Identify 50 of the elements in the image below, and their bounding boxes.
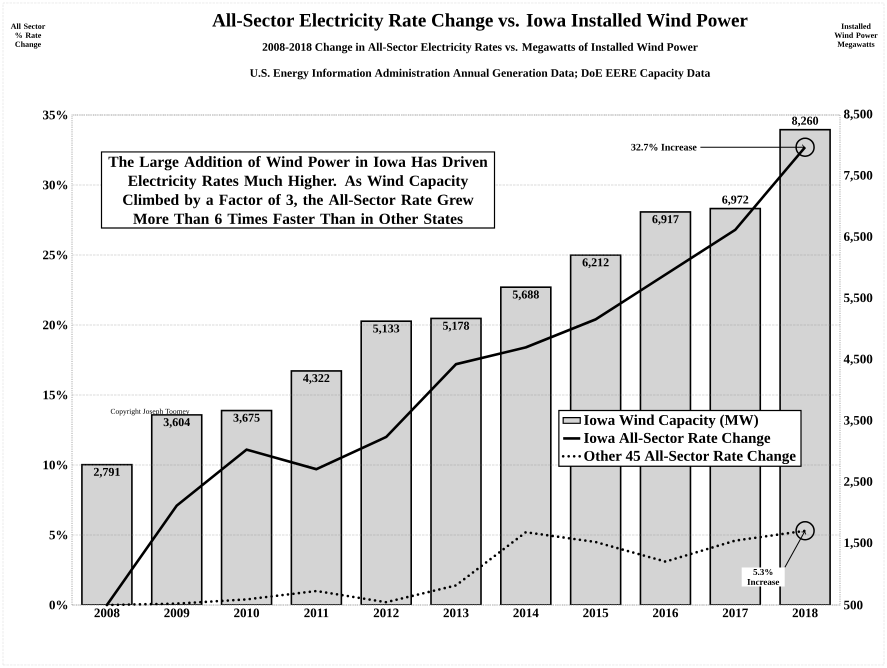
annotation: 5.3% Increase [747, 568, 780, 586]
text: U.S. Energy Information Administration Annual Generation Data; DoE EERE Capacity Data [250, 68, 710, 80]
x-tick-label: 2011 [304, 608, 328, 618]
y2-tick-label: 3,500 [844, 416, 872, 427]
y-tick-label: 20% [43, 320, 68, 330]
y-tick-label: 5% [49, 530, 68, 540]
data-label: 5,178 [442, 322, 470, 332]
data-label: 8,260 [792, 116, 818, 126]
y2-tick-label: 7,500 [844, 170, 872, 182]
x-tick-label: 2016 [653, 608, 678, 618]
legend-label: Other 45 All-Sector Rate Change [584, 450, 796, 464]
x-tick-label: 2008 [94, 608, 120, 618]
x-tick-label: 2014 [513, 608, 539, 618]
chart-subtitle: 2008-2018 Change in All-Sector Electricity Rates vs. Megawatts of Installed Wind Power [262, 42, 698, 54]
y-tick-label: 0% [49, 600, 68, 610]
y-tick-label: 30% [42, 180, 68, 190]
y2-tick-label: 4,500 [844, 354, 872, 366]
x-tick-label: 2013 [444, 608, 469, 618]
y2-tick-label: 500 [844, 600, 863, 610]
x-tick-label: 2010 [234, 608, 260, 618]
data-label: 6,212 [582, 258, 609, 268]
x-tick-label: 2015 [583, 608, 608, 618]
data-label: 3,604 [164, 418, 190, 428]
data-label: 3,675 [234, 414, 260, 424]
chart-title: All-Sector Electricity Rate Change vs. Iowa Installed Wind Power [212, 13, 748, 31]
legend-label: Iowa Wind Capacity (MW) [584, 414, 758, 428]
annotation: The Large Addition of Wind Power in Iowa Has Driven Electricity Rates Much Higher. As Wind Capacity Climbed by a Factor of 3, the All-Sector Rate Grew More Than 6 Times Faster Than in Other States [108, 156, 488, 224]
data-label: 5,688 [512, 290, 539, 300]
y2-tick-label: 2,500 [844, 477, 872, 488]
data-label: 6,917 [652, 215, 679, 225]
y-tick-label: 15% [44, 390, 68, 400]
y2-tick-label: 5,500 [844, 293, 872, 304]
y-tick-label: 25% [43, 250, 68, 260]
legend-label: Iowa All-Sector Rate Change [584, 432, 770, 446]
x-tick-label: 2012 [374, 608, 399, 618]
x-tick-label: 2017 [722, 608, 748, 618]
data-label: 2,791 [94, 468, 120, 478]
y2-tick-label: 1,500 [844, 538, 872, 550]
text: All Sector % Rate Change [10, 23, 46, 49]
data-label: 6,972 [722, 196, 748, 206]
y-tick-label: 35% [42, 110, 68, 120]
text: Installed Wind Power Megawatts [834, 23, 878, 49]
annotation: 32.7% Increase [631, 144, 697, 151]
y-tick-label: 10% [44, 460, 68, 470]
y2-tick-label: 8,500 [844, 110, 872, 120]
y2-tick-label: 6,500 [844, 232, 872, 243]
x-tick-label: 2009 [164, 608, 190, 618]
data-label: 4,322 [303, 374, 330, 384]
x-tick-label: 2018 [792, 608, 818, 618]
data-label: 5,133 [373, 324, 400, 334]
